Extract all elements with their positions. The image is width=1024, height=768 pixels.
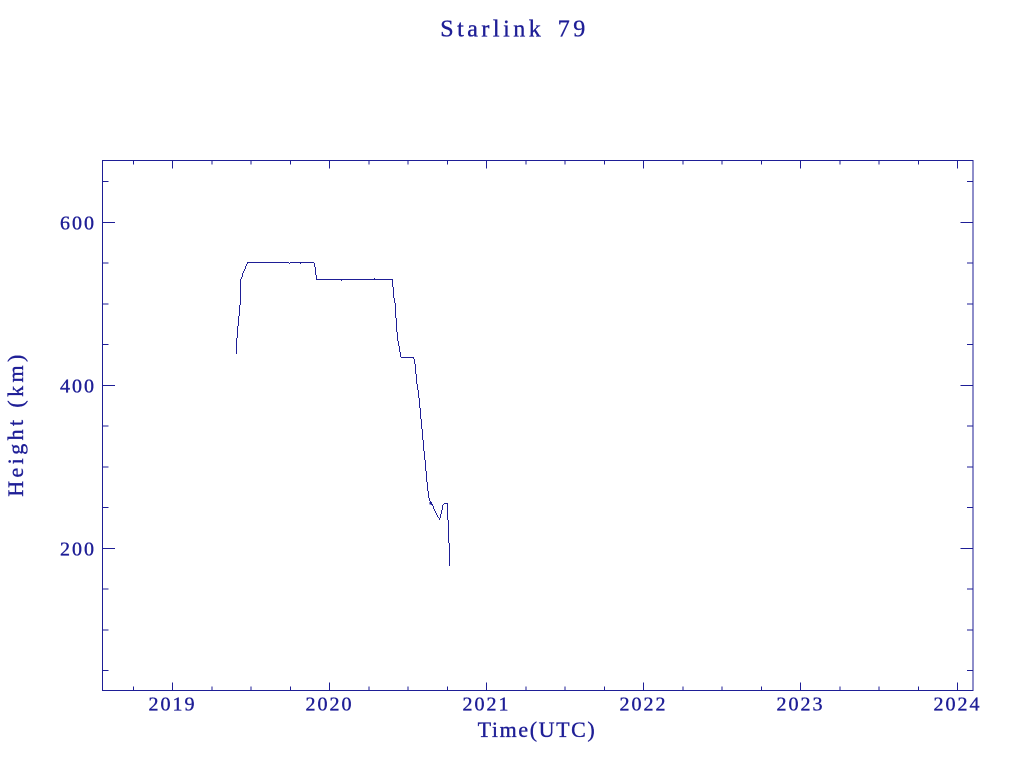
svg-text:2021: 2021: [463, 694, 511, 716]
svg-text:2024: 2024: [934, 694, 982, 716]
svg-text:600: 600: [60, 212, 96, 234]
svg-text:400: 400: [60, 375, 96, 397]
svg-text:Height (km): Height (km): [3, 351, 28, 497]
svg-text:2022: 2022: [620, 694, 668, 716]
svg-text:Time(UTC): Time(UTC): [478, 717, 597, 742]
svg-text:2020: 2020: [306, 694, 354, 716]
svg-text:Starlink 79: Starlink 79: [440, 17, 589, 43]
svg-text:2023: 2023: [777, 694, 825, 716]
svg-text:200: 200: [60, 538, 96, 560]
svg-text:2019: 2019: [149, 694, 197, 716]
